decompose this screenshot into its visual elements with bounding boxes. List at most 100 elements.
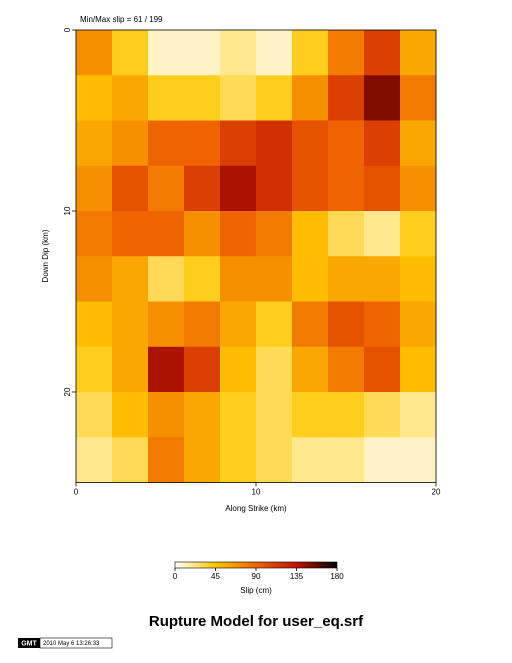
heat-cell [148,437,185,483]
heat-cell [400,301,437,348]
annotation: Min/Max slip = 61 / 199 [80,15,163,24]
heat-cell [220,165,257,212]
heat-cell [400,437,437,483]
heat-cell [292,392,329,438]
heat-cell [148,30,185,76]
heat-cell [220,120,257,167]
heat-cell [400,211,437,257]
heat-cell [400,165,437,212]
colorbar-tick-label: 45 [211,572,220,581]
heat-cell [76,437,113,483]
heat-cell [184,120,221,167]
heat-cell [328,211,365,257]
heat-cell [256,75,293,121]
heat-cell [148,211,185,257]
heat-cell [184,165,221,212]
heat-cell [184,437,221,483]
colorbar-tick-label: 135 [290,572,304,581]
heat-cell [364,30,401,76]
colorbar-label: Slip (cm) [240,586,272,595]
heat-cell [76,392,113,438]
chart-title: Rupture Model for user_eq.srf [149,613,364,630]
heat-cell [256,437,293,483]
heat-cell [292,301,329,348]
heat-cell [364,165,401,212]
heat-cell [76,75,113,121]
heat-cell [148,75,185,121]
heat-cell [220,392,257,438]
heat-cell [220,346,257,393]
colorbar [174,561,338,569]
heat-cell [328,120,365,167]
y-tick-label: 0 [63,27,72,32]
heat-cell [112,256,149,302]
heat-cell [184,392,221,438]
heat-cell [220,211,257,257]
heat-cell [112,346,149,393]
heat-cell [112,392,149,438]
heat-cell [364,120,401,167]
heat-cell [76,211,113,257]
heat-cell [148,392,185,438]
heat-cell [364,211,401,257]
heat-cell [400,392,437,438]
y-tick-label: 10 [63,206,72,215]
heat-cell [112,301,149,348]
heat-cell [328,30,365,76]
heat-cell [256,120,293,167]
heat-cell [292,165,329,212]
heat-cell [292,30,329,76]
heat-cell [256,301,293,348]
heat-cell [256,30,293,76]
heat-cell [148,301,185,348]
heat-cell [292,346,329,393]
heat-cell [76,256,113,302]
heat-cell [364,301,401,348]
heat-cell [148,346,185,393]
heat-cell [292,256,329,302]
heat-cell [256,392,293,438]
heat-cell [112,75,149,121]
heat-cell [76,301,113,348]
y-axis-label: Down Dip (km) [41,229,50,282]
heat-cell [400,256,437,302]
heat-cell [184,211,221,257]
timestamp-box [39,637,113,649]
heat-cell [184,30,221,76]
heat-cell [292,211,329,257]
heat-cell [292,120,329,167]
heat-cell [328,301,365,348]
heat-cell [328,165,365,212]
heat-cell [328,437,365,483]
heat-cell [328,256,365,302]
logo: GMT [21,640,37,647]
x-tick-label: 0 [74,488,79,497]
colorbar-tick-label: 0 [173,572,178,581]
heat-cell [148,165,185,212]
heat-cell [220,75,257,121]
heat-cell [220,437,257,483]
heat-cell [400,346,437,393]
heat-cell [112,30,149,76]
heat-cell [148,120,185,167]
heat-cell [292,437,329,483]
heat-cell [364,437,401,483]
heat-cell [364,256,401,302]
heat-cell [76,165,113,212]
heat-cell [364,75,401,121]
heat-cell [112,437,149,483]
heat-cell [184,346,221,393]
heat-cell [364,392,401,438]
heat-cell [328,346,365,393]
heat-cell [112,165,149,212]
heat-cell [328,392,365,438]
heat-cell [112,120,149,167]
heat-cell [76,30,113,76]
heat-cell [184,256,221,302]
heat-cell [292,75,329,121]
heat-cell [220,301,257,348]
heat-cell [220,30,257,76]
timestamp: 2010 May 6 13:26:33 [43,641,100,647]
